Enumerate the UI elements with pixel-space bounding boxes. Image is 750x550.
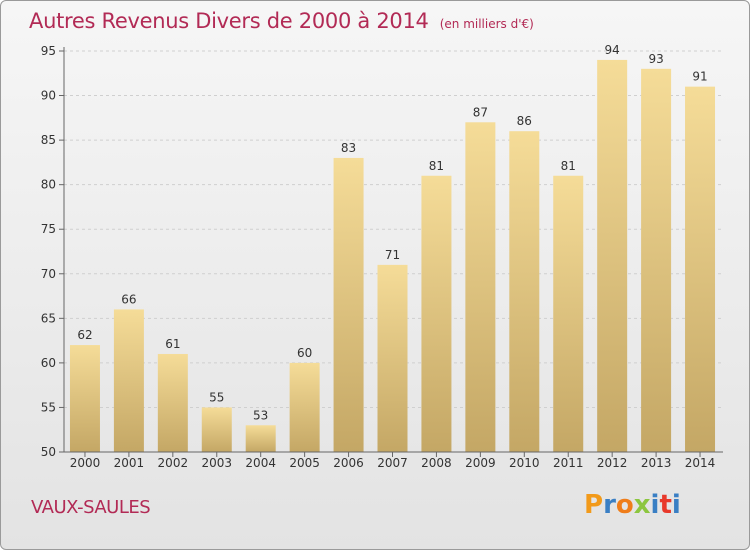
bar-2012 (597, 59, 628, 453)
bar-2007 (377, 264, 408, 452)
x-tick-label-2001: 2001 (114, 456, 145, 470)
y-tick-label: 55 (41, 400, 56, 414)
data-label-2011: 81 (561, 159, 576, 173)
axes (59, 47, 723, 457)
bar-2011 (553, 175, 584, 452)
x-tick-label-2003: 2003 (201, 456, 232, 470)
bar-2013 (641, 68, 672, 453)
brand-letter: P (584, 490, 604, 520)
x-tick-label-2007: 2007 (377, 456, 408, 470)
y-tick-label: 80 (41, 178, 56, 192)
data-label-2004: 53 (253, 408, 268, 422)
data-label-2005: 60 (297, 346, 312, 360)
y-tick-label: 85 (41, 133, 56, 147)
y-tick-label: 65 (41, 311, 56, 325)
commune-name: VAUX-SAULES (31, 497, 151, 518)
brand-letter: i (671, 490, 681, 520)
data-label-2000: 62 (77, 328, 92, 342)
y-tick-label: 90 (41, 89, 56, 103)
bar-2001 (113, 309, 144, 452)
bar-2008 (421, 175, 452, 452)
x-tick-label-2012: 2012 (597, 456, 628, 470)
title-row: Autres Revenus Divers de 2000 à 2014 (en… (29, 9, 534, 33)
x-tick-label-2011: 2011 (553, 456, 584, 470)
data-label-2013: 93 (648, 52, 663, 66)
y-tick-label: 95 (41, 44, 56, 58)
data-label-2006: 83 (341, 141, 356, 155)
brand-letter: i (650, 490, 660, 520)
x-tick-label-2010: 2010 (509, 456, 540, 470)
x-tick-label-2013: 2013 (641, 456, 672, 470)
x-tick-label-2014: 2014 (685, 456, 716, 470)
y-tick-label: 75 (41, 222, 56, 236)
bars (69, 59, 716, 453)
chart-unit: (en milliers d'€) (439, 17, 534, 31)
brand-logo: Proxiti (584, 490, 681, 520)
bar-2014 (685, 86, 716, 453)
brand-letter: r (603, 490, 616, 520)
y-tick-label: 60 (41, 356, 56, 370)
x-tick-label-2006: 2006 (333, 456, 364, 470)
brand-letter: x (633, 490, 651, 520)
y-tick-label: 50 (41, 445, 56, 459)
x-tick-label-2004: 2004 (245, 456, 276, 470)
data-label-2012: 94 (605, 43, 620, 57)
x-tick-label-2000: 2000 (70, 456, 101, 470)
x-tick-label-2009: 2009 (465, 456, 496, 470)
brand-letter: o (615, 490, 634, 520)
data-label-2001: 66 (121, 292, 136, 306)
bar-2000 (69, 345, 100, 452)
data-label-2008: 81 (429, 159, 444, 173)
x-tick-label-2008: 2008 (421, 456, 452, 470)
bar-2002 (157, 353, 188, 452)
chart-title: Autres Revenus Divers de 2000 à 2014 (29, 9, 429, 33)
bar-2003 (201, 407, 232, 452)
labels: 50 55 60 65 70 75 80 85 90 95 62 2000 66 2001 61 2002 55… (41, 43, 716, 470)
bar-2006 (333, 157, 364, 452)
bar-2005 (289, 362, 320, 452)
data-label-2002: 61 (165, 337, 180, 351)
bar-2004 (245, 425, 276, 452)
data-label-2014: 91 (692, 70, 707, 84)
x-tick-label-2002: 2002 (158, 456, 189, 470)
data-label-2009: 87 (473, 105, 488, 119)
data-label-2003: 55 (209, 390, 224, 404)
data-label-2010: 86 (517, 114, 532, 128)
data-label-2007: 71 (385, 248, 400, 262)
brand-letter: t (659, 490, 672, 520)
x-tick-label-2005: 2005 (289, 456, 320, 470)
bar-2009 (465, 122, 496, 453)
y-tick-label: 70 (41, 267, 56, 281)
bar-2010 (509, 131, 540, 452)
